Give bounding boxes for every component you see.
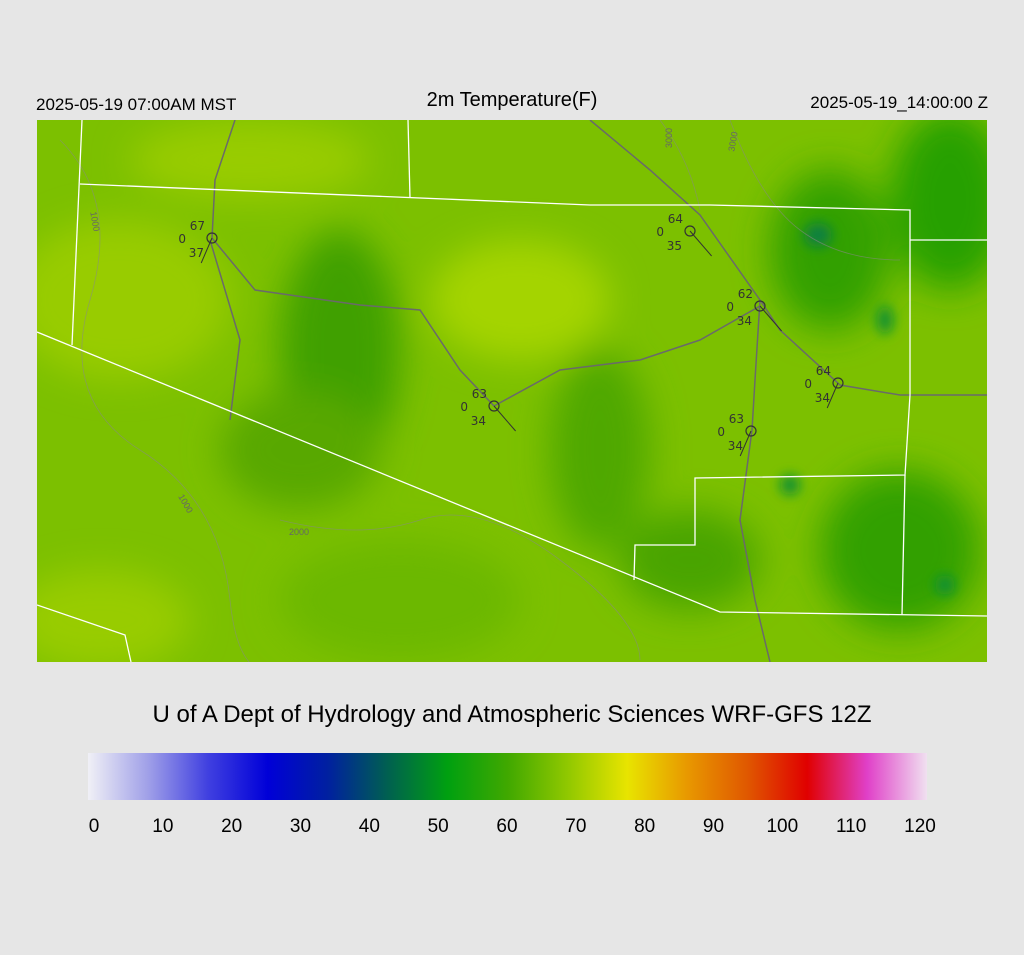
colorbar-gradient bbox=[88, 753, 927, 800]
wind-speed: 0 bbox=[178, 232, 186, 246]
station-marker bbox=[684, 225, 696, 237]
colorbar-tick-label: 70 bbox=[565, 816, 586, 837]
contour-label: 2000 bbox=[289, 527, 309, 537]
wind-barb bbox=[689, 230, 712, 257]
colorbar-tick-label: 50 bbox=[428, 816, 449, 837]
colorbar-tick-label: 30 bbox=[290, 816, 311, 837]
dewpoint: 34 bbox=[737, 314, 752, 328]
temperature: 62 bbox=[738, 287, 753, 301]
colorbar-tick-label: 120 bbox=[904, 816, 936, 837]
temperature: 64 bbox=[816, 364, 831, 378]
colorbar-tick-label: 110 bbox=[836, 816, 866, 837]
station-marker bbox=[488, 400, 500, 412]
colorbar-tick-label: 90 bbox=[703, 816, 724, 837]
temperature: 67 bbox=[190, 219, 205, 233]
temperature: 64 bbox=[668, 212, 683, 226]
wind-barb bbox=[739, 430, 752, 457]
contour-label: 1000 bbox=[88, 211, 101, 232]
wind-speed: 0 bbox=[460, 400, 468, 414]
dewpoint: 34 bbox=[815, 391, 830, 405]
temperature: 63 bbox=[729, 412, 744, 426]
colorbar-tick-label: 20 bbox=[221, 816, 242, 837]
wind-speed: 0 bbox=[726, 300, 734, 314]
dark-spots bbox=[780, 223, 955, 595]
colorbar-tick-label: 60 bbox=[496, 816, 517, 837]
dewpoint: 37 bbox=[189, 246, 204, 260]
credit: U of A Dept of Hydrology and Atmospheric… bbox=[153, 701, 872, 728]
dewpoint: 35 bbox=[667, 239, 682, 253]
colorbar: 0 10 20 30 40 50 60 70 80 90 100 110 120 bbox=[88, 753, 936, 837]
dewpoint: 34 bbox=[728, 439, 743, 453]
wind-barb bbox=[826, 382, 839, 409]
wind-speed: 0 bbox=[717, 425, 725, 439]
local-time: 2025-05-19 07:00AM MST bbox=[36, 95, 236, 114]
contour-label: 3000 bbox=[726, 131, 739, 152]
wind-barb bbox=[493, 405, 516, 432]
map bbox=[37, 120, 987, 662]
dewpoint: 34 bbox=[471, 414, 486, 428]
station-marker bbox=[754, 300, 766, 312]
colorbar-tick-label: 100 bbox=[766, 816, 798, 837]
wind-barb bbox=[759, 305, 782, 332]
colorbar-tick-label: 40 bbox=[359, 816, 380, 837]
utc-time: 2025-05-19_14:00:00 Z bbox=[810, 93, 988, 112]
map-title: 2m Temperature(F) bbox=[427, 89, 598, 111]
colorbar-tick-label: 80 bbox=[634, 816, 655, 837]
temperature-shading bbox=[37, 120, 987, 662]
temperature: 63 bbox=[472, 387, 487, 401]
contours bbox=[59, 120, 901, 662]
wind-barb bbox=[200, 237, 213, 264]
station-marker bbox=[745, 425, 757, 437]
station-marker bbox=[206, 232, 218, 244]
borders bbox=[37, 120, 987, 662]
roads bbox=[209, 120, 987, 662]
contour-label: 3000 bbox=[664, 128, 674, 148]
colorbar-tick-label: 0 bbox=[89, 816, 100, 837]
wind-speed: 0 bbox=[656, 225, 664, 239]
wind-speed: 0 bbox=[804, 377, 812, 391]
colorbar-tick-label: 10 bbox=[152, 816, 173, 837]
station-marker bbox=[832, 377, 844, 389]
